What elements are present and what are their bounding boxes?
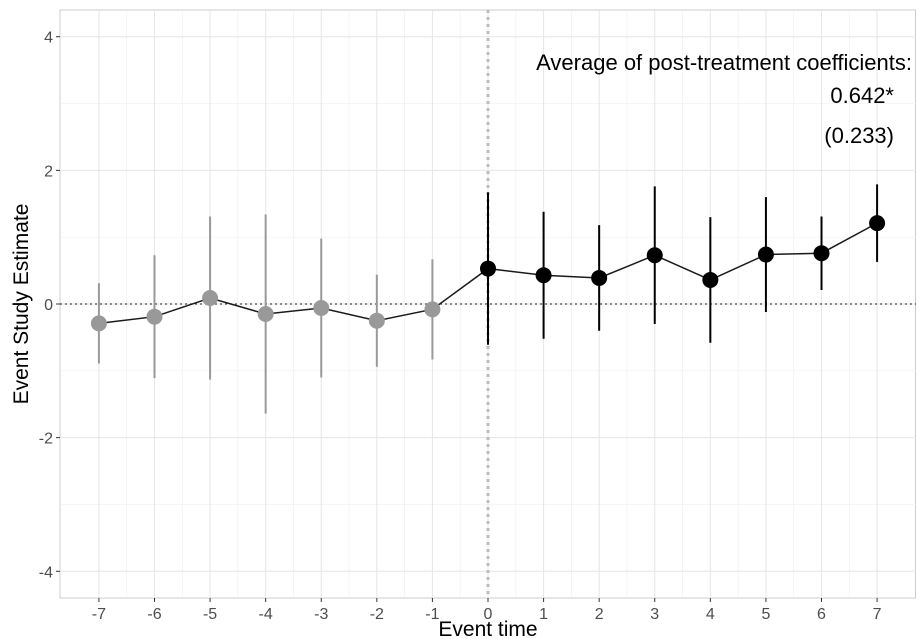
x-axis-title: Event time — [438, 618, 537, 639]
x-tick-label: -3 — [314, 606, 328, 623]
post-treatment-point — [757, 246, 774, 263]
points — [90, 215, 886, 332]
x-tick-label: -4 — [259, 606, 273, 623]
pre-treatment-point — [202, 289, 219, 306]
x-tick-label: 3 — [650, 606, 659, 623]
x-tick-label: -7 — [92, 606, 106, 623]
y-tick-label: 0 — [44, 297, 53, 314]
post-treatment-point — [480, 260, 496, 277]
x-tick-label: -6 — [147, 606, 161, 623]
x-tick-label: 7 — [873, 606, 882, 623]
pre-treatment-point — [257, 306, 274, 323]
post-treatment-point — [535, 267, 552, 284]
pre-treatment-point — [146, 308, 163, 325]
post-treatment-point — [591, 269, 608, 286]
x-tick-label: 5 — [761, 606, 770, 623]
annotation-estimate: 0.642* — [830, 83, 894, 108]
x-tick-label: 1 — [539, 606, 548, 623]
y-tick-label: 4 — [44, 30, 53, 47]
x-tick-label: 4 — [706, 606, 715, 623]
post-treatment-point — [646, 247, 663, 264]
annotation-heading: Average of post-treatment coefficients: — [536, 50, 912, 75]
y-axis-title: Event Study Estimate — [10, 204, 33, 405]
pre-treatment-point — [424, 301, 441, 318]
pre-treatment-point — [368, 312, 385, 329]
post-treatment-point — [869, 215, 886, 232]
pre-treatment-point — [313, 300, 330, 317]
post-treatment-point — [702, 271, 719, 288]
x-tick-label: 2 — [595, 606, 604, 623]
pre-treatment-point — [90, 315, 107, 332]
y-tick-label: 2 — [44, 163, 53, 180]
x-tick-label: -2 — [370, 606, 384, 623]
x-tick-label: 0 — [484, 606, 493, 623]
x-tick-label: 6 — [817, 606, 826, 623]
x-tick-label: -1 — [425, 606, 439, 623]
y-tick-label: -2 — [39, 431, 53, 448]
post-treatment-point — [813, 245, 830, 262]
y-axis-ticks: -4 -2 0 2 4 — [39, 30, 60, 581]
x-axis-ticks: -7 -6 -5 -4 -3 -2 -1 0 1 2 3 4 5 6 7 — [92, 598, 882, 623]
y-tick-label: -4 — [39, 564, 53, 581]
x-tick-label: -5 — [203, 606, 217, 623]
annotation-standard-error: (0.233) — [824, 123, 894, 148]
